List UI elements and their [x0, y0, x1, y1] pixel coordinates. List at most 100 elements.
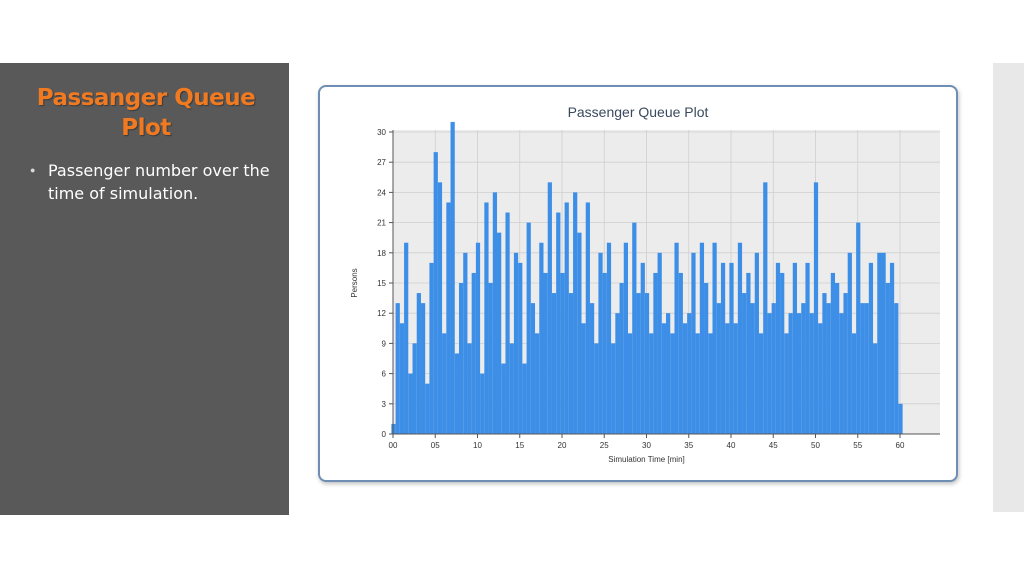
x-axis-label: Simulation Time [min]	[608, 455, 684, 464]
bar	[526, 222, 531, 434]
bar	[530, 303, 536, 434]
bar	[830, 272, 836, 434]
bar	[640, 262, 645, 434]
y-tick-label: 24	[377, 188, 386, 197]
bar	[649, 333, 654, 434]
bar	[666, 313, 671, 434]
x-tick-label: 55	[853, 441, 862, 450]
y-tick-label: 0	[382, 430, 387, 439]
bar	[885, 283, 890, 434]
bar	[750, 303, 755, 434]
x-axis-ticks: 00 05 10 15 20 25 30 35 40 45 50 55 60	[389, 434, 905, 450]
bar	[775, 262, 781, 434]
bar	[898, 403, 903, 434]
bar	[589, 303, 595, 434]
left-panel: Passanger Queue Plot ● Passenger number …	[0, 63, 289, 515]
x-tick-label: 00	[389, 441, 398, 450]
bar	[839, 313, 844, 434]
bar	[564, 202, 569, 434]
bar	[467, 343, 472, 434]
bullet-dot-icon: ●	[30, 165, 36, 175]
bar	[674, 242, 679, 434]
bar	[412, 343, 417, 434]
bar	[497, 232, 502, 434]
bar	[404, 242, 409, 434]
bar	[551, 293, 557, 434]
bar	[670, 333, 675, 434]
bar	[425, 383, 430, 434]
bar	[627, 333, 633, 434]
y-tick-label: 18	[377, 249, 386, 258]
x-tick-label: 45	[769, 441, 778, 450]
bar	[763, 182, 768, 434]
chart-title: Passenger Queue Plot	[568, 104, 709, 120]
x-tick-label: 15	[515, 441, 524, 450]
bar	[818, 323, 823, 434]
bar	[695, 333, 700, 434]
axes	[392, 130, 940, 435]
bar	[864, 303, 869, 434]
bar	[822, 293, 827, 434]
x-tick-label: 50	[811, 441, 820, 450]
bar	[433, 152, 438, 434]
bar	[454, 353, 459, 434]
bar	[458, 283, 464, 434]
y-axis-ticks: 0 3 6 9 12 15 18 21 24 27 30	[377, 128, 393, 439]
bar	[801, 303, 806, 434]
bar	[733, 323, 738, 434]
bar	[809, 313, 814, 434]
bar	[771, 303, 776, 434]
bar	[594, 343, 599, 434]
bullet-text: Passenger number over the time of simula…	[48, 161, 270, 203]
bar	[868, 262, 874, 434]
bar	[480, 373, 485, 434]
bar	[547, 182, 552, 434]
x-tick-label: 05	[431, 441, 440, 450]
bar	[661, 323, 667, 434]
bar	[716, 303, 721, 434]
bar	[742, 293, 747, 434]
right-side-strip	[993, 63, 1024, 512]
bar	[560, 272, 565, 434]
bar	[746, 272, 751, 434]
bar	[784, 333, 789, 434]
bar	[691, 252, 696, 434]
bar	[539, 242, 544, 434]
y-tick-label: 3	[382, 400, 387, 409]
bar	[611, 343, 616, 434]
bar	[657, 252, 662, 434]
bar	[737, 242, 743, 434]
bar	[636, 293, 641, 434]
bar	[780, 272, 785, 434]
queue-chart: Passenger Queue Plot 036912151821242730 …	[350, 104, 940, 464]
bar	[623, 242, 628, 434]
bar	[699, 242, 705, 434]
y-tick-label: 30	[377, 128, 386, 137]
bar	[704, 283, 709, 434]
bar	[720, 262, 726, 434]
bar	[856, 222, 861, 434]
bar	[471, 272, 476, 434]
bar	[754, 252, 759, 434]
y-tick-label: 15	[377, 279, 386, 288]
bar	[792, 262, 797, 434]
bar	[682, 323, 688, 434]
bar	[826, 303, 831, 434]
bar	[501, 363, 506, 434]
bar	[851, 333, 857, 434]
bar	[395, 303, 400, 434]
bar	[535, 333, 540, 434]
bar	[420, 303, 426, 434]
bar	[475, 242, 481, 434]
bar	[437, 182, 443, 434]
x-tick-label: 30	[642, 441, 651, 450]
y-tick-label: 27	[377, 158, 386, 167]
bar	[881, 252, 886, 434]
bar	[408, 373, 413, 434]
bar	[429, 262, 434, 434]
bar	[488, 283, 493, 434]
bar	[577, 232, 582, 434]
x-tick-label: 40	[727, 441, 736, 450]
bar	[873, 343, 878, 434]
bar	[606, 242, 612, 434]
